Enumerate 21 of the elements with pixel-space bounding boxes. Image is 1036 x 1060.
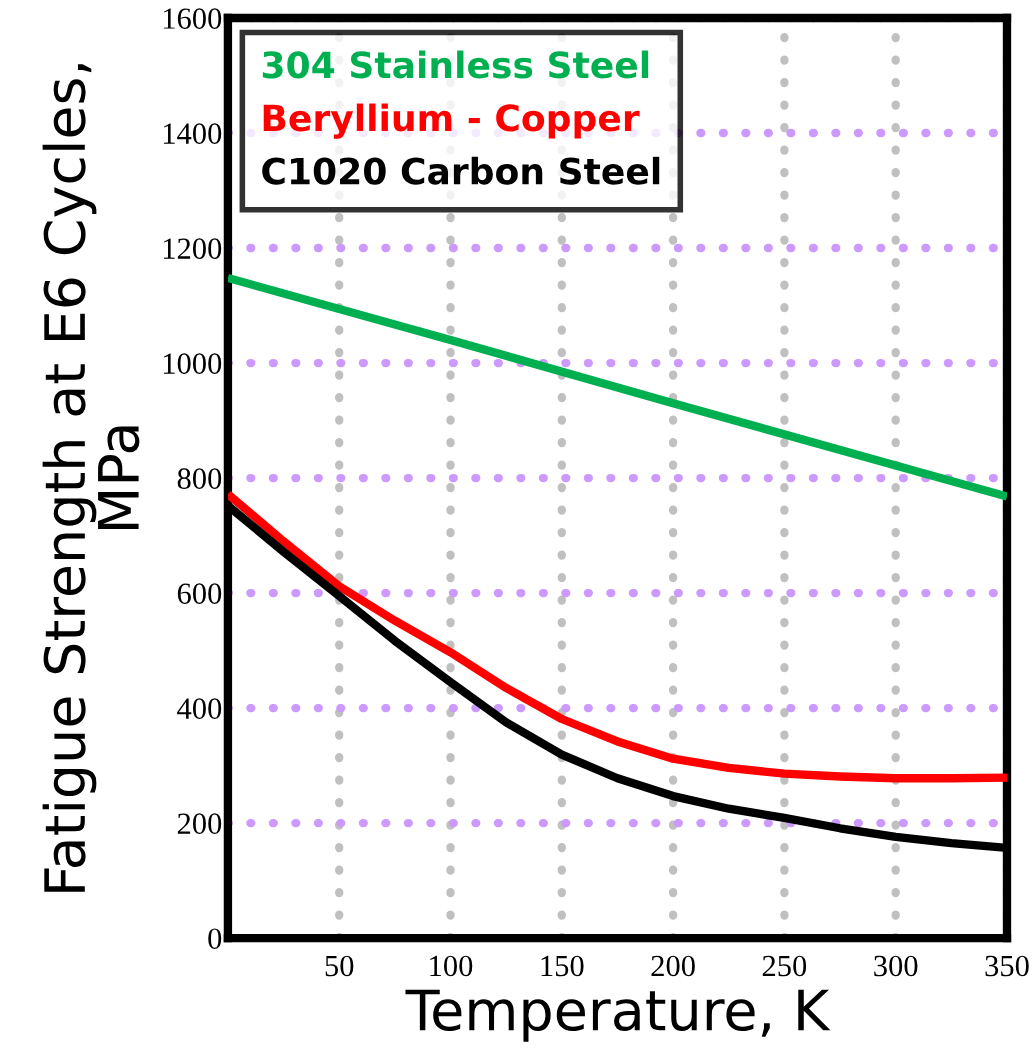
y-axis-title: Fatigue Strength at E6 Cycles, MPa bbox=[42, 64, 140, 892]
x-tick-label: 50 bbox=[325, 955, 354, 977]
y-tick-label: 1600 bbox=[163, 8, 222, 29]
x-tick-label: 100 bbox=[430, 955, 473, 977]
y-tick-label: 1400 bbox=[163, 123, 222, 144]
y-tick-label: 200 bbox=[177, 813, 222, 834]
y-tick-label: 0 bbox=[208, 928, 222, 949]
x-tick-label: 150 bbox=[541, 955, 584, 977]
x-tick-label: 250 bbox=[762, 955, 807, 977]
text: C1020 Carbon Steel bbox=[262, 156, 660, 185]
x-axis-title: Temperature, K bbox=[405, 989, 831, 1042]
x-tick-label: 350 bbox=[985, 955, 1029, 977]
y-tick-label: 1200 bbox=[163, 238, 222, 259]
y-tick-label: 400 bbox=[177, 698, 222, 719]
y-tick-label: 800 bbox=[177, 468, 222, 489]
text: Beryllium - Copper bbox=[263, 103, 640, 139]
y-tick-label: 1000 bbox=[163, 353, 222, 374]
x-tick-label: 300 bbox=[874, 955, 918, 977]
y-tick-label: 600 bbox=[177, 583, 222, 604]
x-tick-label: 200 bbox=[651, 955, 695, 977]
text: 304 Stainless Steel bbox=[262, 50, 649, 79]
